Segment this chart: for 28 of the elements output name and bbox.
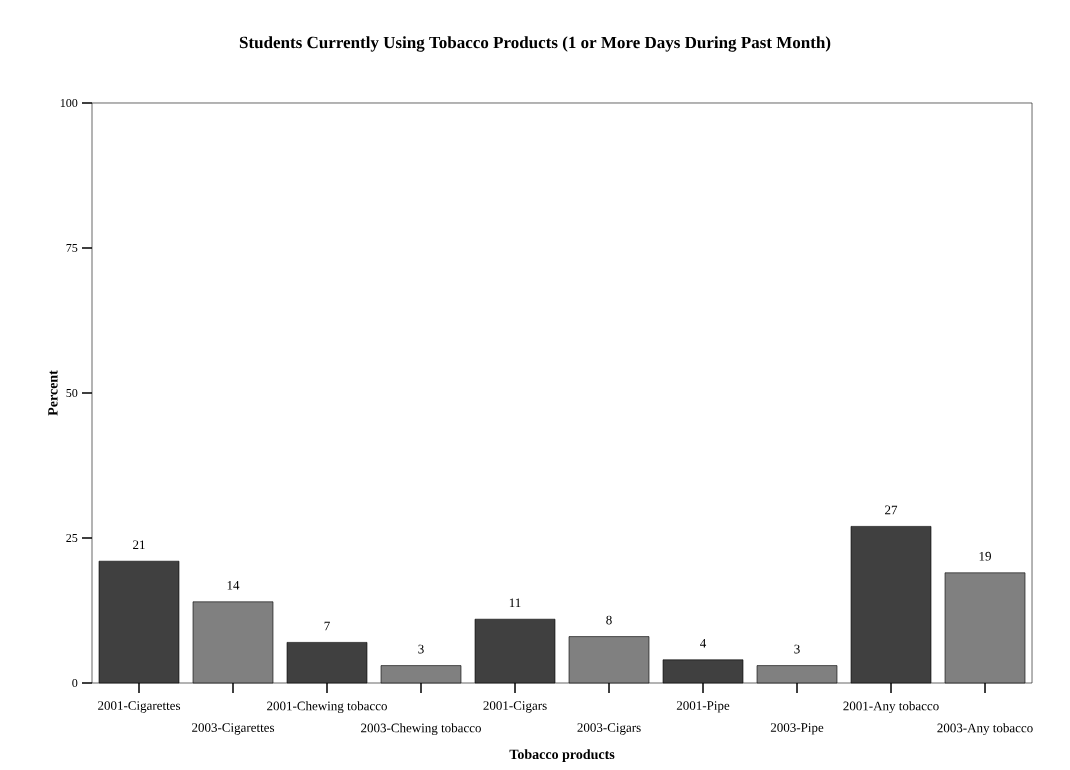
chart-title: Students Currently Using Tobacco Products (1 or More Days During Past Month) bbox=[239, 36, 831, 52]
x-tick-label: 2003-Cigarettes bbox=[192, 723, 275, 735]
x-tick-label: 2001-Pipe bbox=[676, 701, 730, 713]
y-tick-label: 75 bbox=[66, 244, 78, 252]
data-label: 27 bbox=[885, 505, 898, 515]
x-tick-label: 2003-Any tobacco bbox=[937, 723, 1033, 736]
data-label: 19 bbox=[979, 551, 991, 561]
x-tick-label: 2001-Cigarettes bbox=[98, 701, 181, 713]
x-tick-label: 2001-Chewing tobacco bbox=[267, 701, 387, 714]
data-label: 14 bbox=[227, 581, 240, 590]
y-tick-label: 25 bbox=[66, 533, 78, 543]
data-label: 8 bbox=[606, 615, 612, 625]
data-label: 11 bbox=[509, 598, 521, 607]
x-tick-label: 2001-Any tobacco bbox=[843, 701, 939, 714]
y-axis-title: Percent bbox=[48, 370, 58, 416]
x-tick-label: 2003-Chewing tobacco bbox=[361, 723, 481, 736]
y-tick-label: 50 bbox=[66, 388, 78, 398]
data-label: 21 bbox=[133, 540, 145, 549]
x-tick-label: 2003-Cigars bbox=[577, 723, 641, 735]
data-label: 7 bbox=[324, 621, 330, 631]
data-label: 3 bbox=[418, 644, 424, 654]
data-label: 4 bbox=[700, 639, 707, 648]
x-tick-label: 2003-Pipe bbox=[770, 723, 824, 735]
y-tick-label: 100 bbox=[60, 98, 78, 108]
x-axis-title: Tobacco products bbox=[509, 749, 615, 762]
data-label: 3 bbox=[794, 644, 800, 654]
x-tick-label: 2001-Cigars bbox=[483, 701, 547, 713]
y-tick-label: 0 bbox=[72, 678, 78, 688]
